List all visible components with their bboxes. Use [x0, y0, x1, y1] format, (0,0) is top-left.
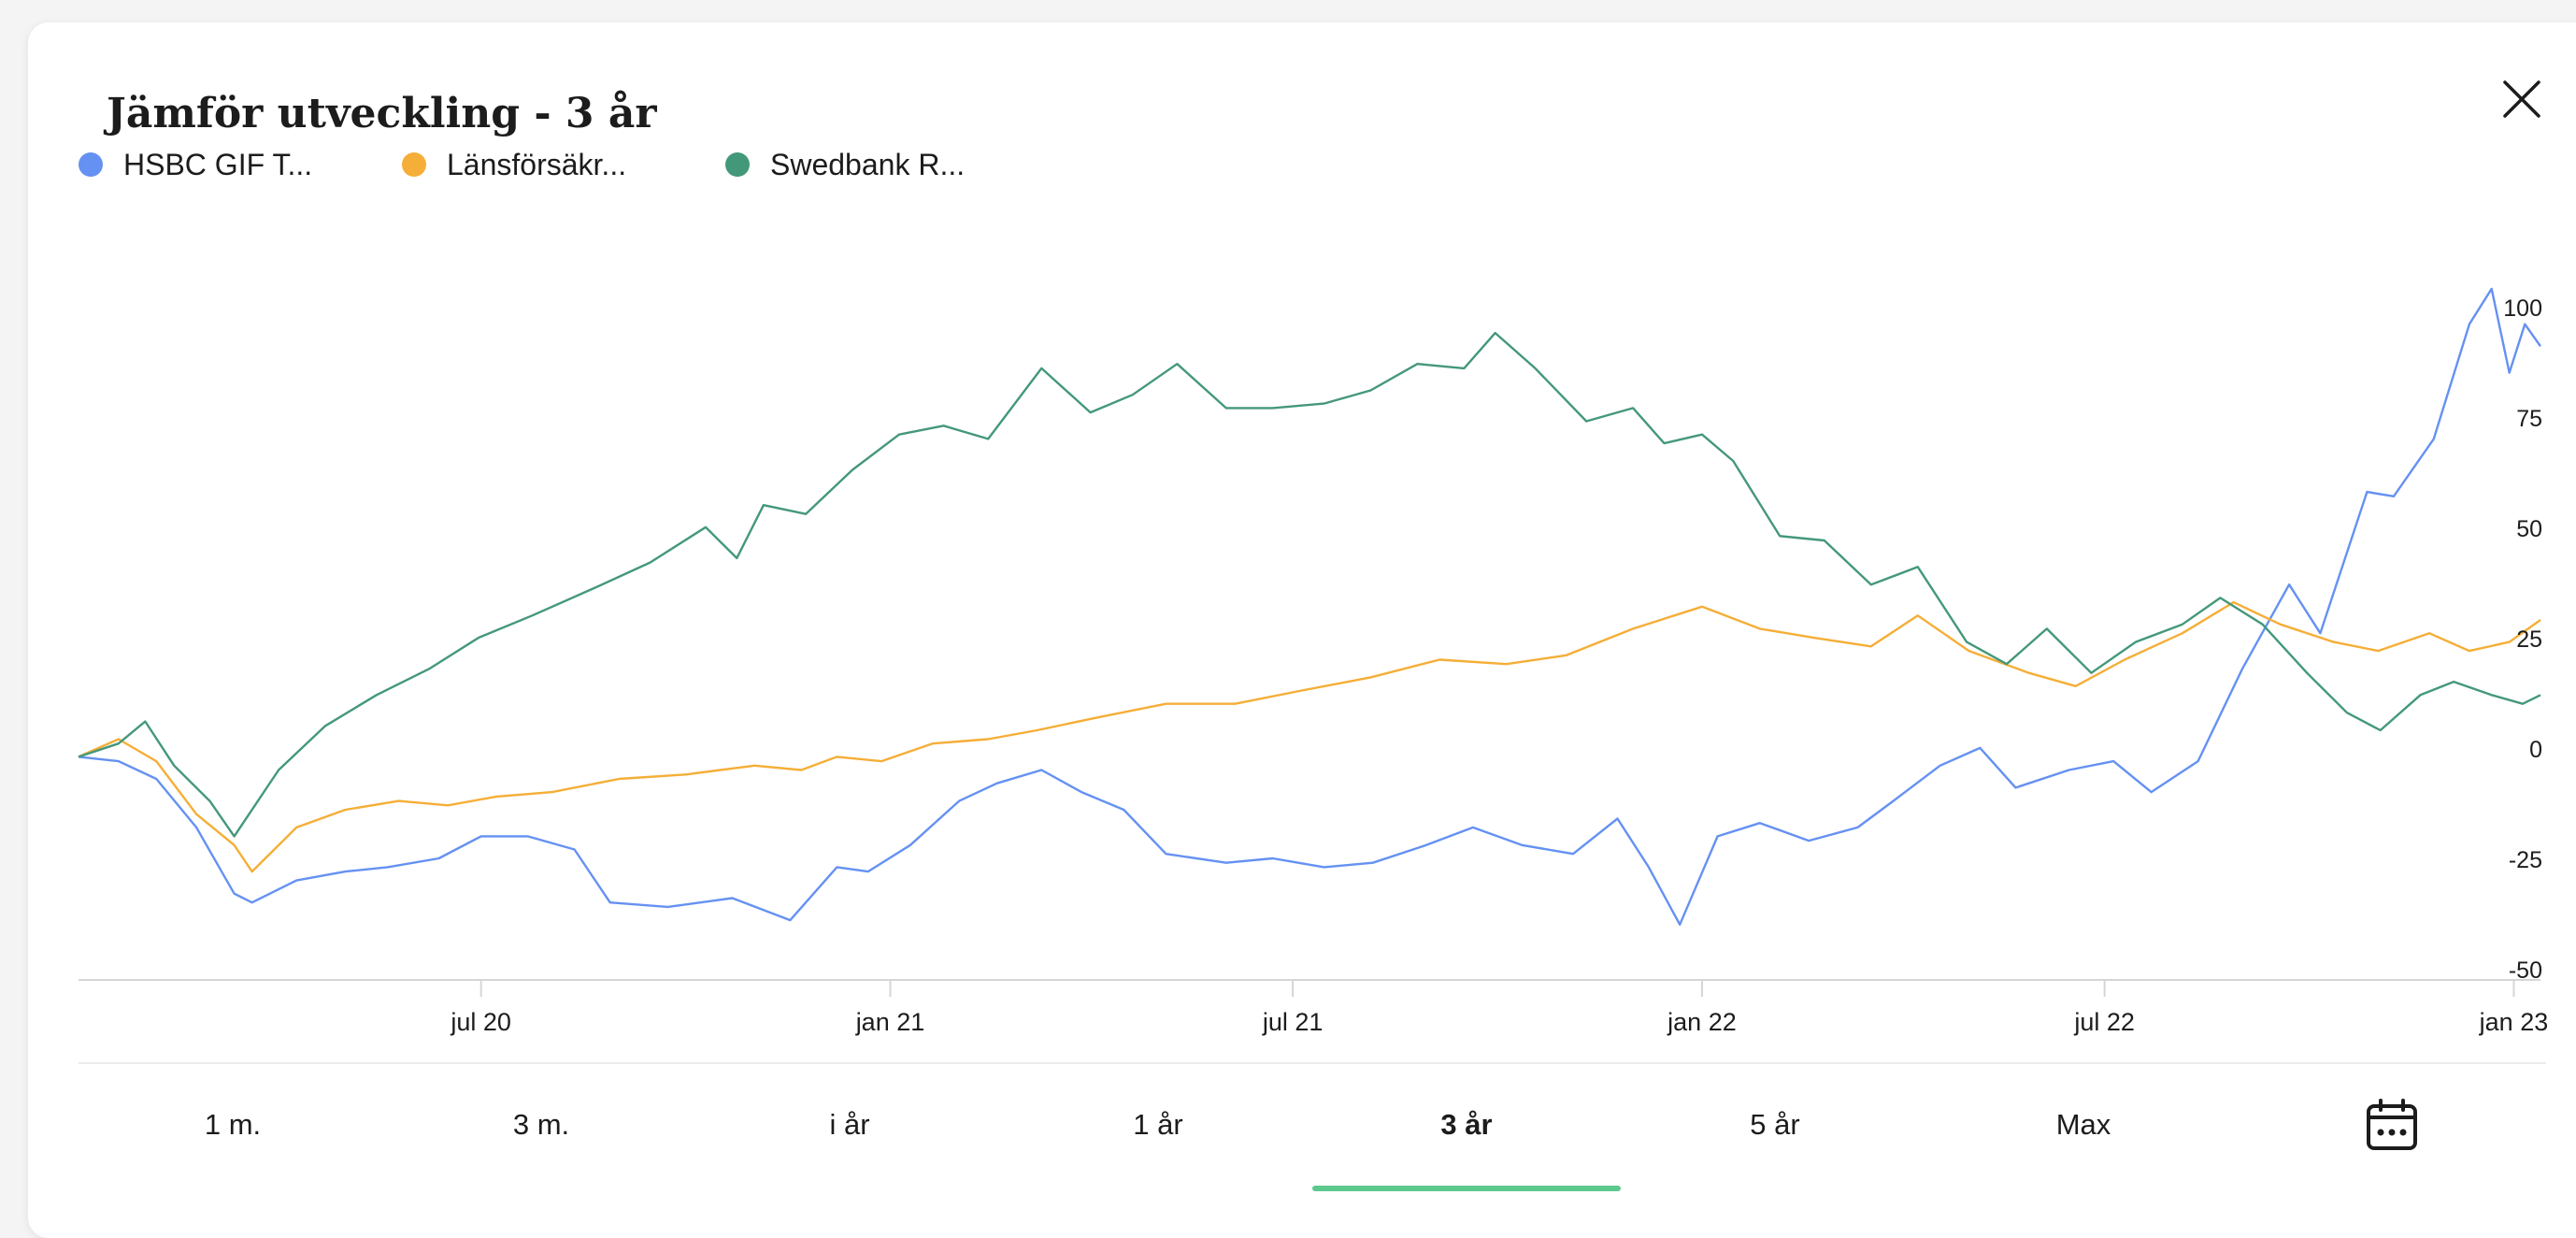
legend-dot-swedbank — [725, 152, 750, 177]
legend-label-lansforsakringar: Länsförsäkr... — [447, 147, 627, 181]
x-tick-label-0: jul 20 — [450, 1008, 511, 1036]
active-tab-indicator — [1312, 1186, 1621, 1191]
y-tick-label-0: 100 — [2503, 295, 2542, 322]
x-tick-label-2: jul 21 — [1262, 1008, 1324, 1036]
series-line-1 — [78, 600, 2541, 873]
close-icon — [2503, 80, 2540, 118]
legend-item-lansforsakringar[interactable]: Länsförsäkr... — [402, 142, 626, 187]
series-line-2 — [78, 331, 2541, 838]
y-tick-label-5: -25 — [2509, 847, 2542, 873]
y-tick-label-3: 25 — [2516, 626, 2542, 653]
x-tick-label-3: jan 22 — [1667, 1008, 1737, 1036]
period-selector: 1 m. 3 m. i år 1 år 3 år 5 år Max — [79, 1062, 2546, 1195]
y-tick-label-2: 50 — [2516, 516, 2542, 542]
period-tab-3m[interactable]: 3 m. — [512, 1108, 570, 1141]
legend-item-hsbc[interactable]: HSBC GIF T... — [79, 142, 312, 187]
y-tick-label-1: 75 — [2516, 406, 2542, 432]
period-tab-ytd[interactable]: i år — [829, 1108, 870, 1141]
period-tab-1m[interactable]: 1 m. — [204, 1108, 262, 1141]
series-line-0 — [78, 287, 2541, 926]
period-tab-1y[interactable]: 1 år — [1133, 1108, 1183, 1141]
comparison-line-chart: 100 75 50 25 0 -25 -50 jul 20 jan 21 jul 21 jan 22… — [78, 287, 2549, 1036]
x-tick-label-5: jan 23 — [2479, 1008, 2549, 1036]
legend-item-swedbank[interactable]: Swedbank R... — [725, 142, 965, 187]
period-tab-5y[interactable]: 5 år — [1750, 1108, 1800, 1141]
y-tick-label-6: -50 — [2509, 957, 2542, 984]
x-tick-label-1: jan 21 — [855, 1008, 925, 1036]
dialog-title: Jämför utveckling - 3 år — [107, 90, 657, 137]
legend-dot-lansforsakringar — [402, 152, 426, 177]
custom-period-button[interactable] — [2238, 1064, 2546, 1186]
period-tab-max[interactable]: Max — [2055, 1108, 2111, 1141]
x-tick-label-4: jul 22 — [2073, 1008, 2135, 1036]
legend-label-hsbc: HSBC GIF T... — [123, 147, 313, 181]
y-tick-label-4: 0 — [2529, 737, 2542, 763]
compare-performance-dialog: Jämför utveckling - 3 år — [28, 22, 2576, 1238]
legend-label-swedbank: Swedbank R... — [770, 147, 966, 181]
legend-dot-hsbc — [79, 152, 103, 177]
close-button[interactable] — [2496, 73, 2548, 125]
period-tab-3y[interactable]: 3 år — [1440, 1108, 1493, 1141]
calendar-icon — [2367, 1099, 2417, 1150]
